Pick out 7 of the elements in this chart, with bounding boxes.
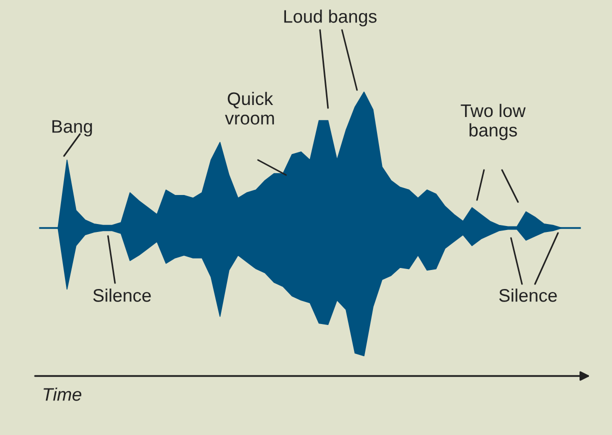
annotation: Quick vroom [224, 92, 274, 125]
x-axis-title: Time [44, 388, 82, 401]
annotation: Bang [52, 120, 92, 136]
text: Loud bangs [284, 10, 377, 26]
annotation: Silence [93, 288, 151, 302]
annotation: Silence [499, 288, 557, 302]
annotation: Two low bangs [460, 104, 526, 140]
